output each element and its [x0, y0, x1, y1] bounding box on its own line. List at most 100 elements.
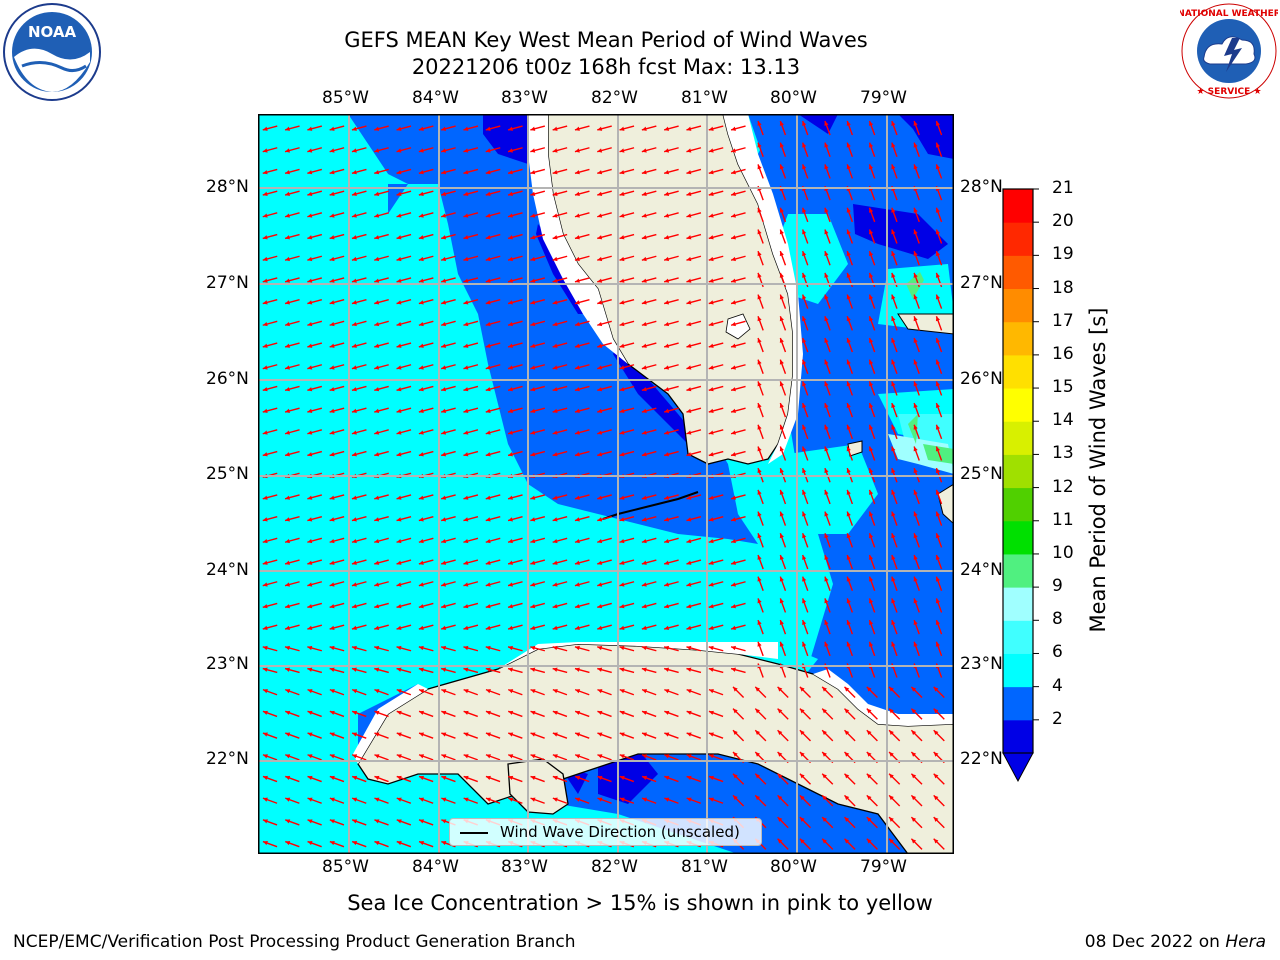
wave-direction-arrowhead: [891, 316, 896, 322]
wave-direction-arrowhead: [619, 754, 625, 759]
wave-direction-arrowhead: [574, 604, 580, 609]
wave-direction-arrowhead: [731, 126, 736, 131]
wave-direction-arrowhead: [329, 754, 335, 759]
wave-direction-arrowhead: [374, 710, 380, 715]
wave-direction-arrowhead: [530, 732, 536, 737]
wave-direction-arrowhead: [329, 191, 335, 196]
wave-direction-arrowhead: [597, 538, 603, 544]
wave-direction-arrowhead: [664, 235, 670, 240]
wave-direction-arrowhead: [846, 207, 851, 213]
wave-direction-arrowhead: [396, 235, 402, 240]
wave-direction-arrowhead: [755, 708, 761, 714]
wave-direction-arrowhead: [779, 598, 784, 604]
wave-direction-arrowhead: [757, 142, 762, 148]
colorbar-label: 18: [1052, 277, 1074, 298]
wave-direction-arrowhead: [508, 408, 513, 413]
wave-direction-arrowhead: [262, 452, 268, 457]
wave-direction-arrowhead: [731, 604, 736, 609]
colorbar-segment: [1003, 288, 1033, 323]
colorbar-label: 17: [1052, 310, 1074, 331]
wave-direction-arrowhead: [802, 641, 807, 647]
wave-direction-arrowhead: [485, 387, 491, 392]
lon-tick-bottom: 82°W: [591, 857, 638, 877]
wave-direction-arrowhead: [619, 645, 625, 651]
wave-direction-arrowhead: [575, 732, 581, 737]
wave-direction-arrowhead: [441, 754, 447, 759]
wave-direction-arrowhead: [664, 775, 670, 781]
wave-direction-arrowhead: [619, 213, 625, 218]
wave-direction-arrowhead: [755, 686, 761, 692]
wave-direction-arrowhead: [731, 321, 736, 327]
wave-direction-arrowhead: [574, 343, 580, 348]
wave-direction-arrowhead: [463, 582, 469, 587]
colorbar-segment: [1003, 354, 1033, 389]
wave-direction-arrowhead: [485, 645, 491, 651]
wave-direction-arrowhead: [418, 538, 424, 544]
wave-direction-arrowhead: [664, 710, 670, 715]
wave-direction-arrowhead: [418, 321, 424, 327]
wave-direction-arrowhead: [374, 538, 380, 544]
wave-direction-arrowhead: [619, 517, 625, 522]
wave-direction-arrowhead: [418, 148, 424, 153]
wave-direction-arrowhead: [552, 495, 558, 500]
wave-direction-arrowhead: [869, 403, 874, 409]
wave-direction-arrowhead: [799, 686, 805, 692]
wave-direction-arrowhead: [802, 294, 807, 300]
wave-direction-arrowhead: [869, 359, 874, 365]
wave-direction-arrowhead: [374, 126, 380, 131]
wave-direction-arrowhead: [418, 300, 424, 305]
wave-direction-arrowhead: [441, 452, 447, 457]
wave-direction-arrowhead: [779, 511, 784, 517]
wave-direction-arrowhead: [619, 452, 625, 457]
wave-direction-arrowhead: [574, 213, 580, 218]
wave-direction-arrowhead: [824, 381, 829, 387]
wave-direction-arrowhead: [869, 424, 874, 430]
wave-direction-arrowhead: [779, 164, 784, 170]
wave-direction-arrowhead: [664, 667, 670, 672]
wave-direction-arrowhead: [731, 582, 736, 587]
footer-machine: Hera: [1225, 932, 1266, 952]
wave-direction-arrowhead: [285, 126, 290, 131]
wave-direction-arrowhead: [757, 468, 762, 474]
wave-direction-arrowhead: [285, 343, 290, 348]
wave-direction-arrowhead: [329, 604, 335, 609]
wave-direction-arrowhead: [732, 751, 738, 757]
wave-direction-arrowhead: [846, 446, 851, 452]
wave-direction-arrowhead: [351, 408, 357, 413]
wave-direction-arrowhead: [641, 604, 647, 609]
wave-direction-arrowhead: [869, 337, 874, 343]
colorbar-segment: [1003, 222, 1033, 256]
wave-direction-arrowhead: [552, 235, 558, 240]
wave-direction-arrowhead: [757, 424, 762, 430]
wave-direction-arrowhead: [802, 489, 807, 495]
wave-direction-arrowhead: [802, 164, 807, 170]
wave-direction-arrowhead: [508, 126, 513, 131]
wave-direction-arrowhead: [396, 819, 402, 824]
wave-direction-arrowhead: [935, 620, 941, 626]
wave-direction-arrowhead: [329, 775, 335, 781]
wave-direction-arrowhead: [307, 191, 313, 196]
wave-direction-arrowhead: [485, 321, 491, 327]
wave-direction-arrowhead: [374, 560, 380, 565]
wave-direction-arrowhead: [463, 667, 469, 672]
wave-direction-arrowhead: [418, 560, 424, 565]
period-band-4-6: [258, 644, 528, 659]
legend-line-sample: [460, 832, 488, 834]
wave-direction-arrowhead: [913, 316, 918, 322]
wave-direction-arrowhead: [664, 517, 670, 522]
lat-tick-right: 22°N: [960, 749, 1003, 769]
wave-direction-arrowhead: [396, 126, 402, 131]
wave-direction-arrowhead: [731, 235, 736, 240]
colorbar-label: 10: [1052, 542, 1074, 563]
wave-direction-arrowhead: [913, 446, 918, 452]
wave-direction-arrowhead: [869, 251, 874, 257]
wave-direction-arrowhead: [708, 365, 714, 370]
wave-direction-arrowhead: [664, 256, 670, 262]
wave-direction-arrowhead: [913, 294, 918, 300]
wave-direction-arrowhead: [708, 754, 714, 759]
wave-direction-arrowhead: [262, 148, 268, 153]
wave-direction-arrowhead: [824, 424, 829, 430]
wave-direction-arrowhead: [846, 576, 851, 582]
wave-direction-arrowhead: [891, 468, 896, 474]
wave-direction-arrowhead: [869, 272, 874, 278]
